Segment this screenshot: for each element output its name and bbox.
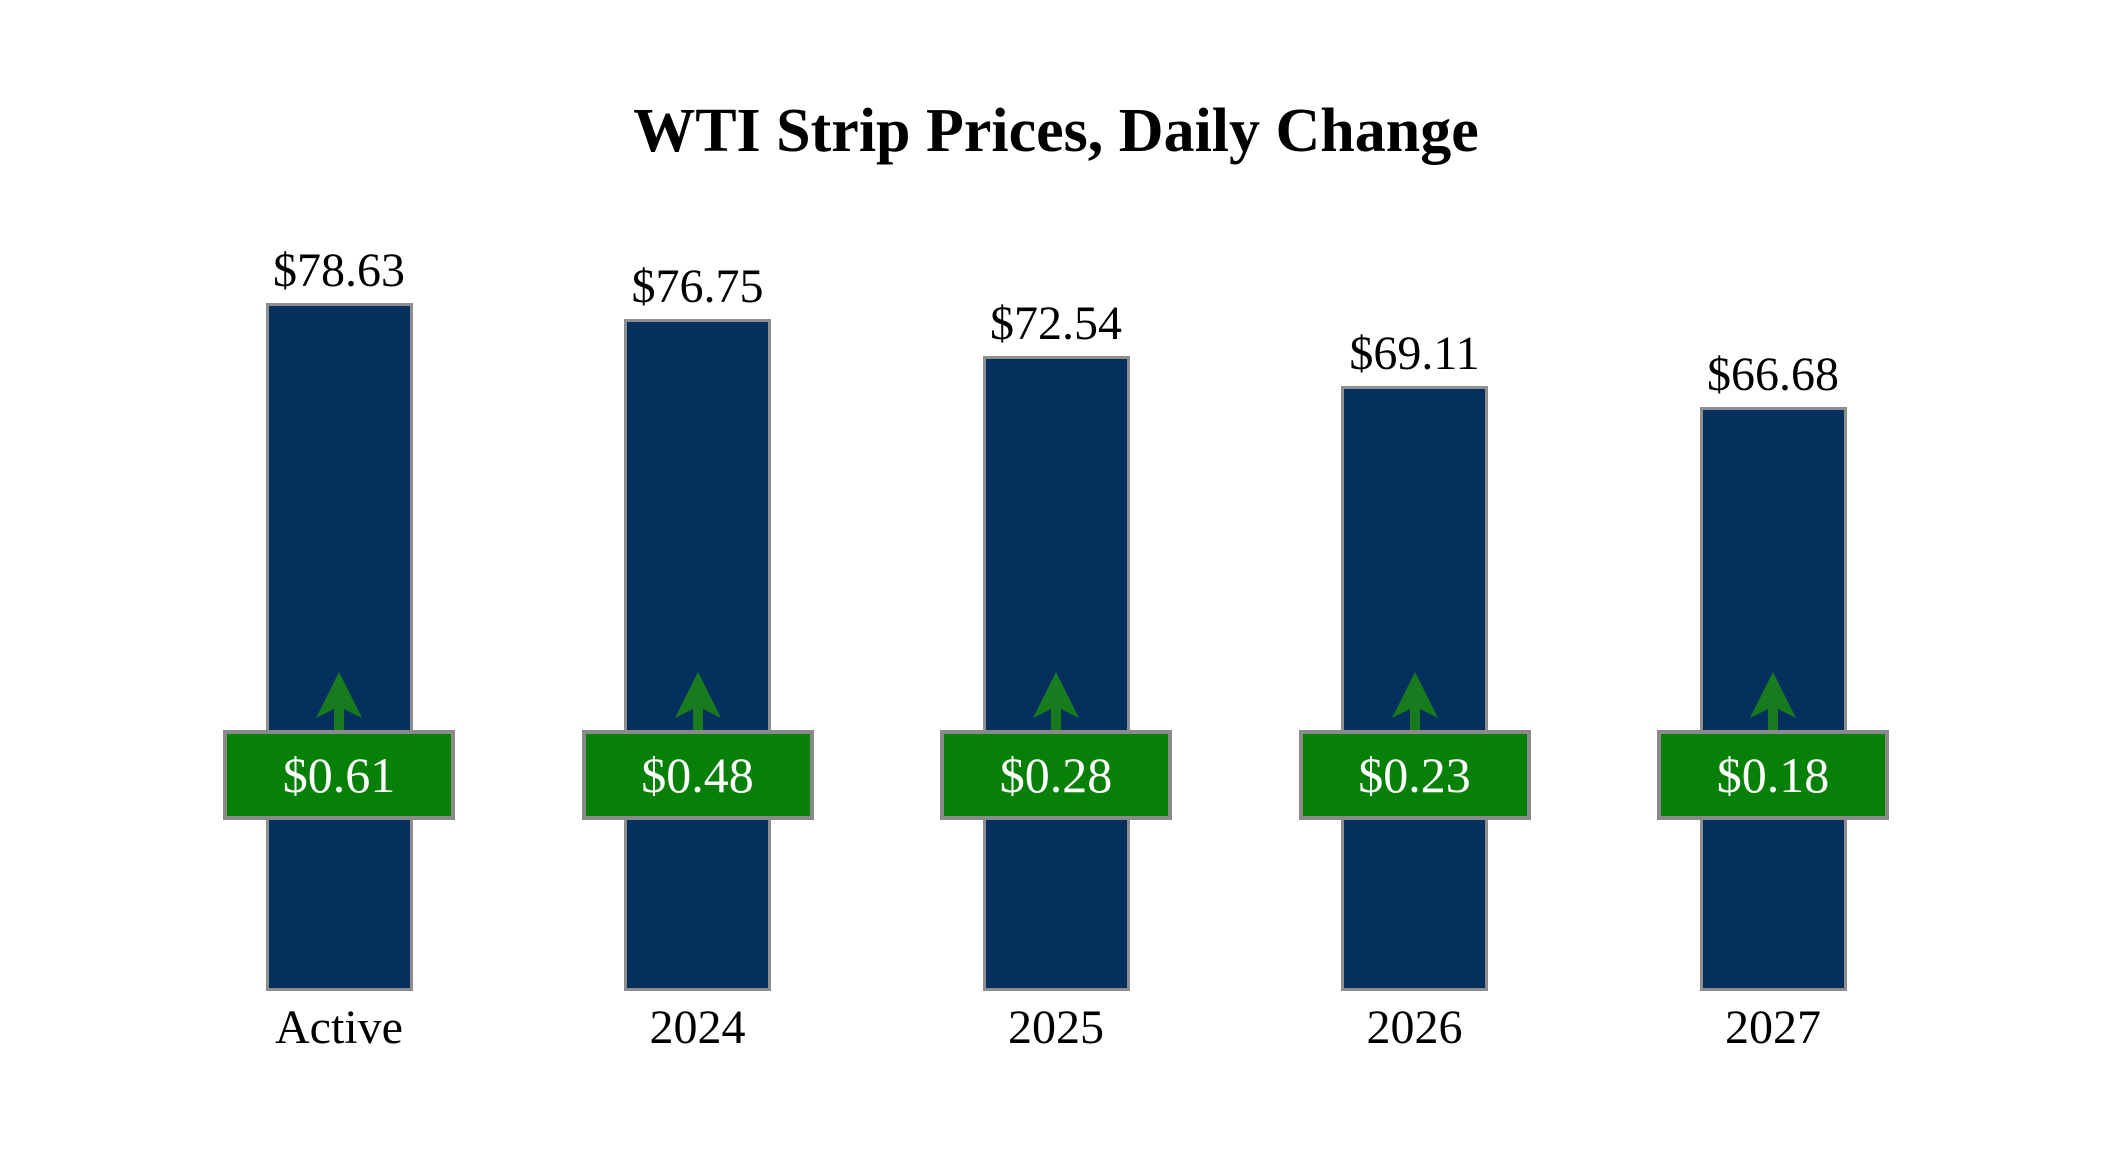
daily-change-badge: $0.28 xyxy=(940,730,1172,820)
up-arrow-icon xyxy=(674,672,721,732)
daily-change-badge: $0.23 xyxy=(1298,730,1531,820)
category-label: 2025 xyxy=(1008,1001,1104,1054)
daily-change-value: $0.23 xyxy=(1358,747,1471,803)
daily-change-badge: $0.48 xyxy=(581,730,814,820)
bar-value-label: $78.63 xyxy=(273,244,405,297)
daily-change-value: $0.48 xyxy=(641,747,754,803)
daily-change-badge: $0.18 xyxy=(1657,730,1889,820)
chart-title: WTI Strip Prices, Daily Change xyxy=(633,97,1479,165)
daily-change-value: $0.61 xyxy=(282,747,396,803)
bar-value-label: $66.68 xyxy=(1707,348,1839,401)
daily-change-badge: $0.61 xyxy=(223,730,455,820)
bar-value-label: $69.11 xyxy=(1349,327,1480,380)
bar-value-label: $72.54 xyxy=(990,297,1122,350)
up-arrow-icon xyxy=(316,672,362,732)
bar-value-label: $76.75 xyxy=(631,260,764,313)
up-arrow-icon xyxy=(1750,672,1796,732)
category-label: 2024 xyxy=(649,1001,746,1054)
category-label: 2026 xyxy=(1366,1001,1463,1054)
daily-change-value: $0.18 xyxy=(1716,747,1830,803)
category-label: 2027 xyxy=(1725,1001,1821,1054)
category-label: Active xyxy=(275,1001,403,1054)
daily-change-value: $0.28 xyxy=(999,747,1113,803)
price-bar xyxy=(624,319,771,991)
price-bar xyxy=(265,303,413,991)
up-arrow-icon xyxy=(1033,672,1079,732)
up-arrow-icon xyxy=(1391,672,1438,732)
